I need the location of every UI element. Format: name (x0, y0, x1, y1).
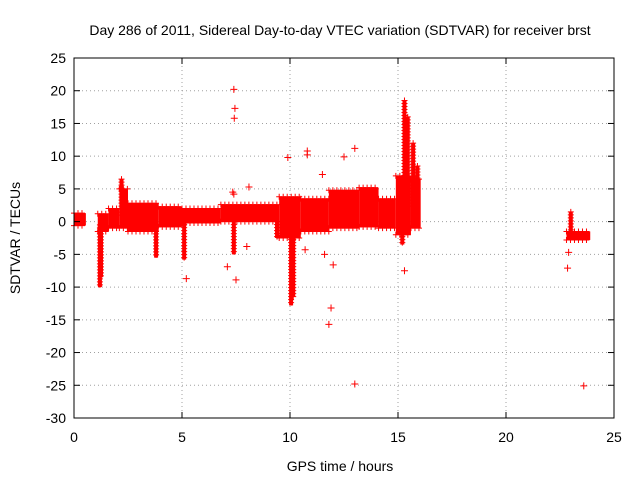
y-tick-label: -20 (46, 345, 66, 361)
data-band (410, 179, 421, 229)
data-point (124, 185, 131, 192)
data-point (399, 239, 406, 246)
data-point (580, 382, 588, 390)
data-point (232, 276, 240, 284)
data-band (108, 208, 120, 229)
data-band (74, 213, 86, 226)
data-point (102, 210, 109, 217)
y-axis-label: SDTVAR / TECUs (7, 182, 23, 294)
data-band (328, 190, 360, 229)
plot-frame (73, 57, 615, 419)
y-tick-label: 10 (50, 148, 66, 164)
data-point (223, 263, 231, 271)
data-point (404, 231, 411, 238)
data-point (290, 293, 297, 300)
data-point (301, 246, 309, 254)
data-point (274, 233, 281, 240)
data-point (182, 275, 190, 283)
data-point (79, 210, 85, 217)
data-point (113, 205, 120, 212)
ticks: 0 5 10 15 20 25 -30 -25 -20 -15 -10 -5 0 5 10 15 20 25 (46, 50, 622, 445)
x-axis-label: GPS time / hours (287, 458, 394, 474)
data-point (303, 151, 311, 159)
data-band (566, 231, 591, 240)
data-point (565, 248, 573, 256)
data-point (102, 228, 109, 235)
chart-title: Day 286 of 2011, Sidereal Day-to-day VTE… (89, 22, 590, 38)
data-point (215, 219, 221, 226)
x-tick-label: 15 (390, 429, 406, 445)
data-point (329, 261, 337, 269)
y-tick-label: 0 (58, 214, 66, 230)
data-point (583, 228, 590, 235)
data-point (230, 114, 238, 122)
data-point (175, 203, 182, 210)
data-point (400, 267, 408, 275)
x-tick-label: 10 (282, 429, 298, 445)
x-tick-label: 20 (498, 429, 514, 445)
data-layer (71, 85, 591, 390)
data-point (273, 201, 280, 208)
x-tick-label: 25 (606, 429, 622, 445)
data-band (378, 198, 396, 229)
x-tick-label: 5 (178, 429, 186, 445)
data-point (230, 85, 238, 93)
data-point (245, 183, 253, 191)
data-point (321, 250, 329, 258)
data-point (327, 304, 335, 312)
y-tick-label: -30 (46, 410, 66, 426)
data-point (340, 153, 348, 161)
data-point (564, 264, 572, 272)
data-band (300, 198, 329, 232)
data-band (182, 208, 221, 223)
data-point (153, 251, 160, 258)
data-point (583, 236, 590, 243)
y-tick-label: -15 (46, 312, 66, 328)
data-point (181, 254, 188, 261)
data-band (359, 187, 379, 227)
y-tick-label: 20 (50, 83, 66, 99)
y-tick-label: -5 (54, 246, 67, 262)
data-point (414, 196, 421, 202)
data-band (97, 213, 109, 232)
y-tick-label: 5 (58, 181, 66, 197)
data-point (215, 205, 221, 212)
data-band (220, 204, 280, 222)
data-point (567, 229, 574, 236)
x-tick-label: 0 (70, 429, 78, 445)
data-point (372, 223, 379, 230)
grid (74, 58, 614, 418)
y-tick-label: 15 (50, 115, 66, 131)
data-band (128, 203, 159, 232)
data-point (296, 235, 303, 241)
y-tick-label: 25 (50, 50, 66, 66)
data-band (119, 188, 128, 229)
data-point (410, 203, 417, 210)
data-point (231, 104, 239, 112)
data-point (288, 299, 295, 306)
data-point (404, 197, 411, 204)
data-point (175, 223, 182, 230)
data-point (79, 222, 85, 229)
data-point (351, 380, 359, 388)
data-point (230, 190, 238, 198)
data-point (284, 153, 292, 161)
y-tick-label: -25 (46, 377, 66, 393)
data-point (243, 243, 251, 251)
data-point (153, 200, 159, 207)
data-point (415, 225, 422, 232)
y-tick-label: -10 (46, 279, 66, 295)
data-point (325, 320, 333, 328)
data-band (158, 206, 182, 227)
data-point (118, 212, 125, 219)
data-point (96, 281, 103, 288)
data-point (318, 171, 326, 179)
data-point (351, 144, 359, 152)
data-point (98, 272, 104, 279)
data-point (372, 184, 379, 191)
data-point (230, 248, 237, 255)
